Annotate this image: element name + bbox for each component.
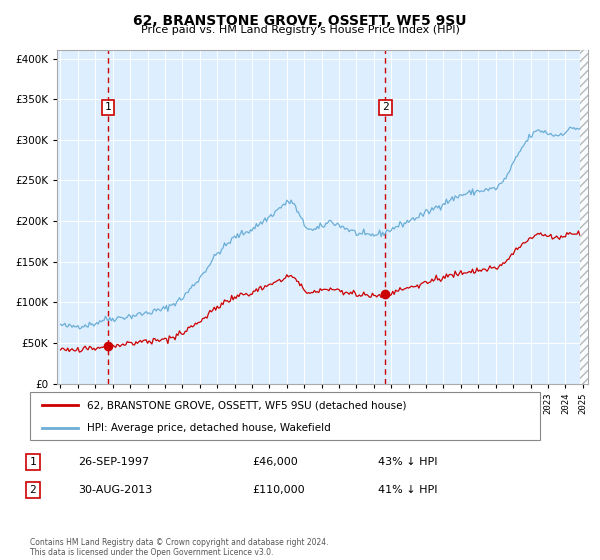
Text: Contains HM Land Registry data © Crown copyright and database right 2024.
This d: Contains HM Land Registry data © Crown c…	[30, 538, 329, 557]
Text: 1: 1	[104, 102, 112, 113]
Text: 2: 2	[29, 485, 37, 495]
Bar	[580, 50, 588, 384]
Text: HPI: Average price, detached house, Wakefield: HPI: Average price, detached house, Wake…	[87, 423, 331, 433]
Text: 62, BRANSTONE GROVE, OSSETT, WF5 9SU: 62, BRANSTONE GROVE, OSSETT, WF5 9SU	[133, 14, 467, 28]
Text: 62, BRANSTONE GROVE, OSSETT, WF5 9SU (detached house): 62, BRANSTONE GROVE, OSSETT, WF5 9SU (de…	[87, 400, 407, 410]
Text: 43% ↓ HPI: 43% ↓ HPI	[378, 457, 437, 467]
Text: £46,000: £46,000	[252, 457, 298, 467]
Text: £110,000: £110,000	[252, 485, 305, 495]
Text: 41% ↓ HPI: 41% ↓ HPI	[378, 485, 437, 495]
Text: 26-SEP-1997: 26-SEP-1997	[78, 457, 149, 467]
Text: Price paid vs. HM Land Registry's House Price Index (HPI): Price paid vs. HM Land Registry's House …	[140, 25, 460, 35]
Text: 30-AUG-2013: 30-AUG-2013	[78, 485, 152, 495]
Text: 2: 2	[382, 102, 389, 113]
Text: 1: 1	[29, 457, 37, 467]
